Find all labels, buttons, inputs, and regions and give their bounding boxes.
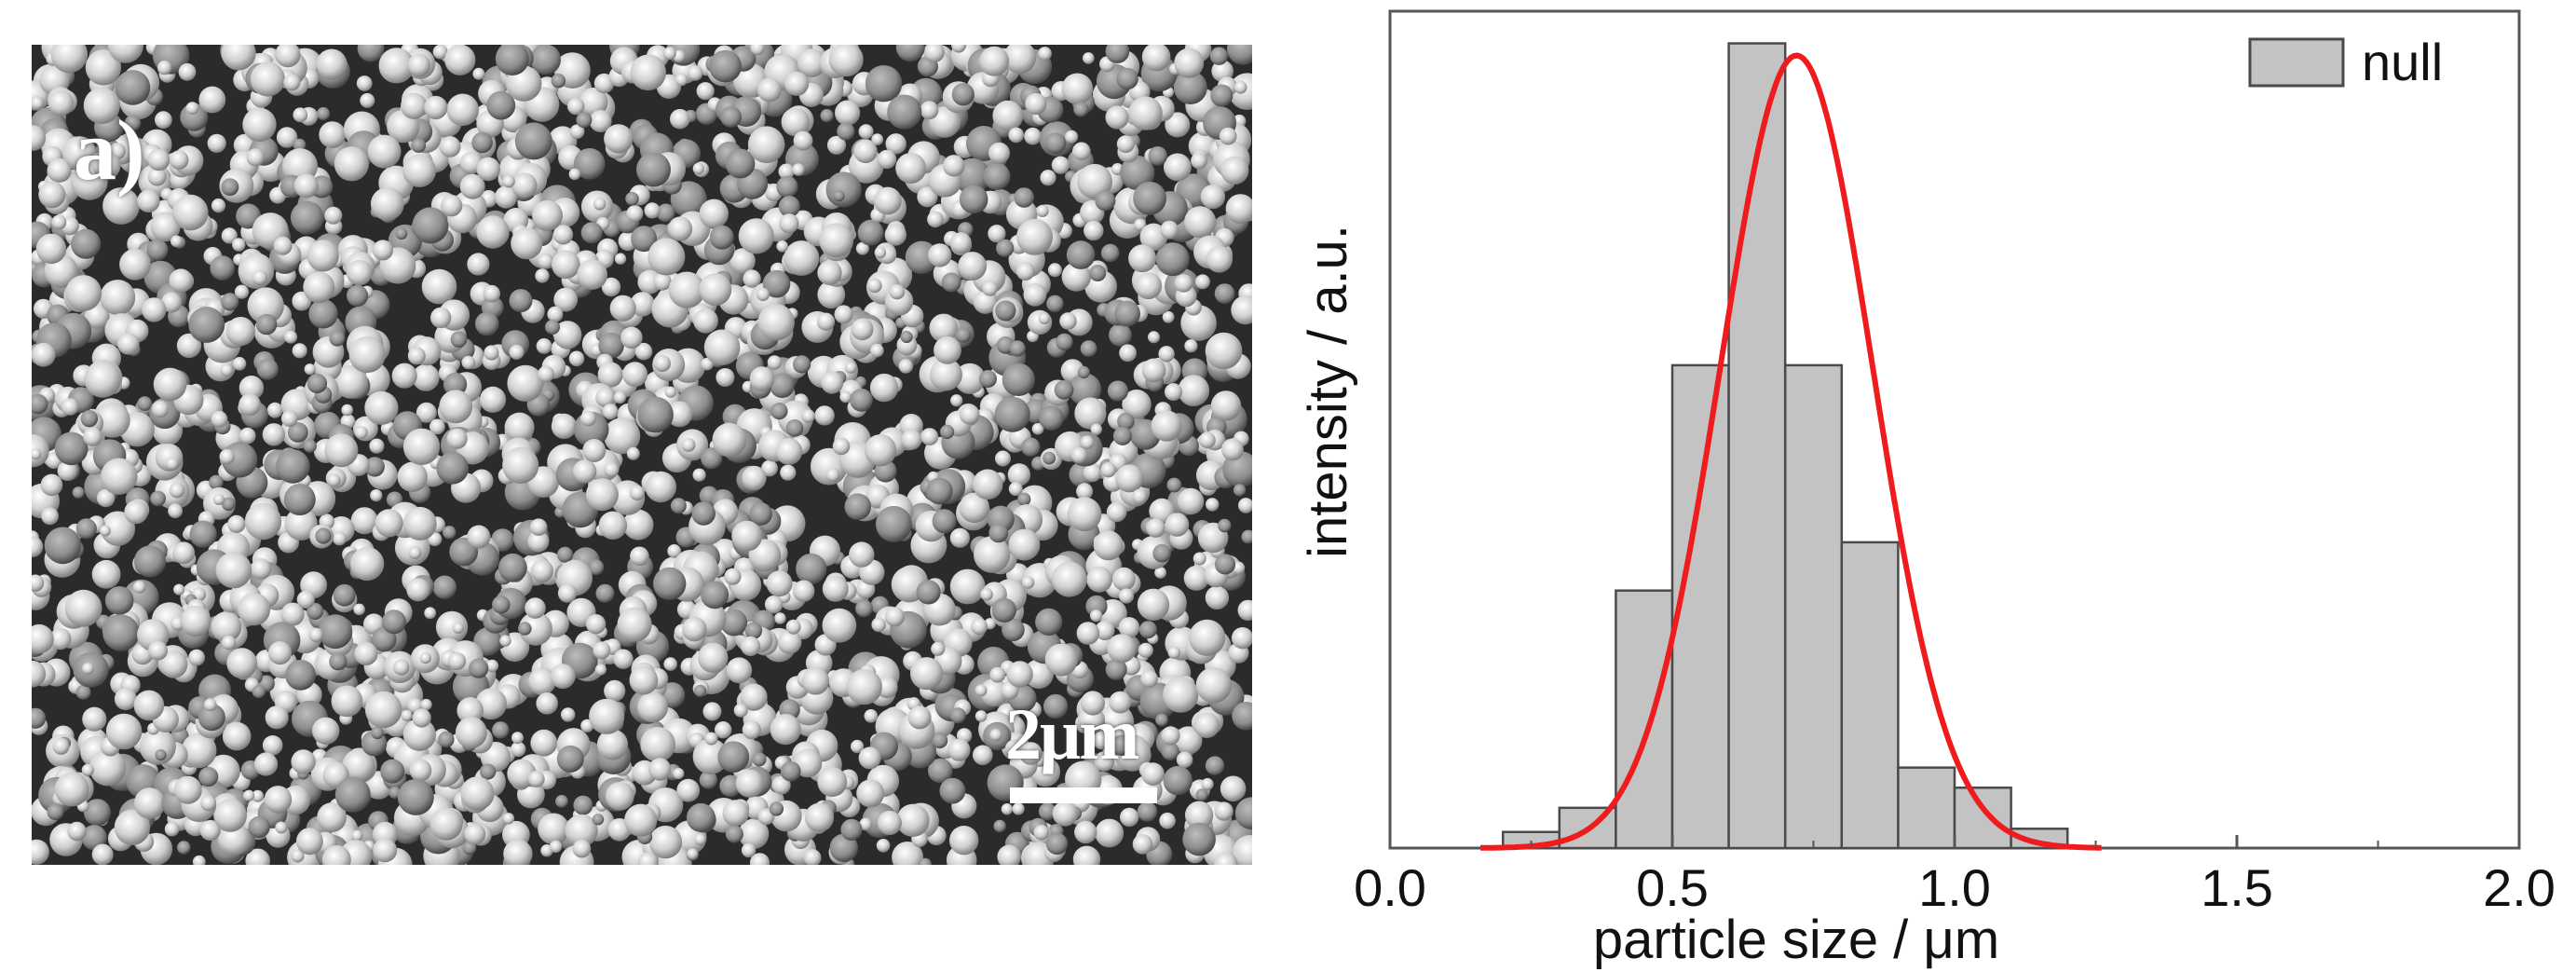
histogram-bar xyxy=(1727,42,1787,850)
x-axis-title: particle size / μm xyxy=(1593,910,1999,970)
x-tick-label: 1.0 xyxy=(1918,858,1991,917)
gaussian-fit-curve xyxy=(1480,52,2102,851)
plot-frame xyxy=(1388,9,2521,850)
legend-swatch xyxy=(2248,37,2345,88)
histogram-bar xyxy=(1840,541,1900,850)
x-tick-label: 0.0 xyxy=(1354,858,1426,917)
sem-micrograph-panel: a) 2μm xyxy=(32,45,1252,865)
histogram-bar xyxy=(1897,766,1956,850)
histogram-bar xyxy=(1615,589,1674,850)
histogram-chart: 0.0 0.5 1.0 1.5 2.0 null particle size / μm … xyxy=(1286,0,2576,972)
x-tick-label: 1.5 xyxy=(2201,858,2273,917)
x-tick-label: 2.0 xyxy=(2483,858,2556,917)
histogram-bar xyxy=(1783,363,1844,850)
legend-label: null xyxy=(2362,33,2443,91)
scale-bar xyxy=(1010,787,1157,803)
legend: null xyxy=(2248,33,2443,91)
x-tick-label: 0.5 xyxy=(1636,858,1709,917)
sem-micrograph-image xyxy=(32,45,1252,865)
panel-label: a) xyxy=(74,103,145,198)
histogram-bar xyxy=(1953,786,2012,850)
scale-bar-label: 2μm xyxy=(1005,693,1139,774)
y-axis-title: intensity / a.u. xyxy=(1298,225,1358,558)
